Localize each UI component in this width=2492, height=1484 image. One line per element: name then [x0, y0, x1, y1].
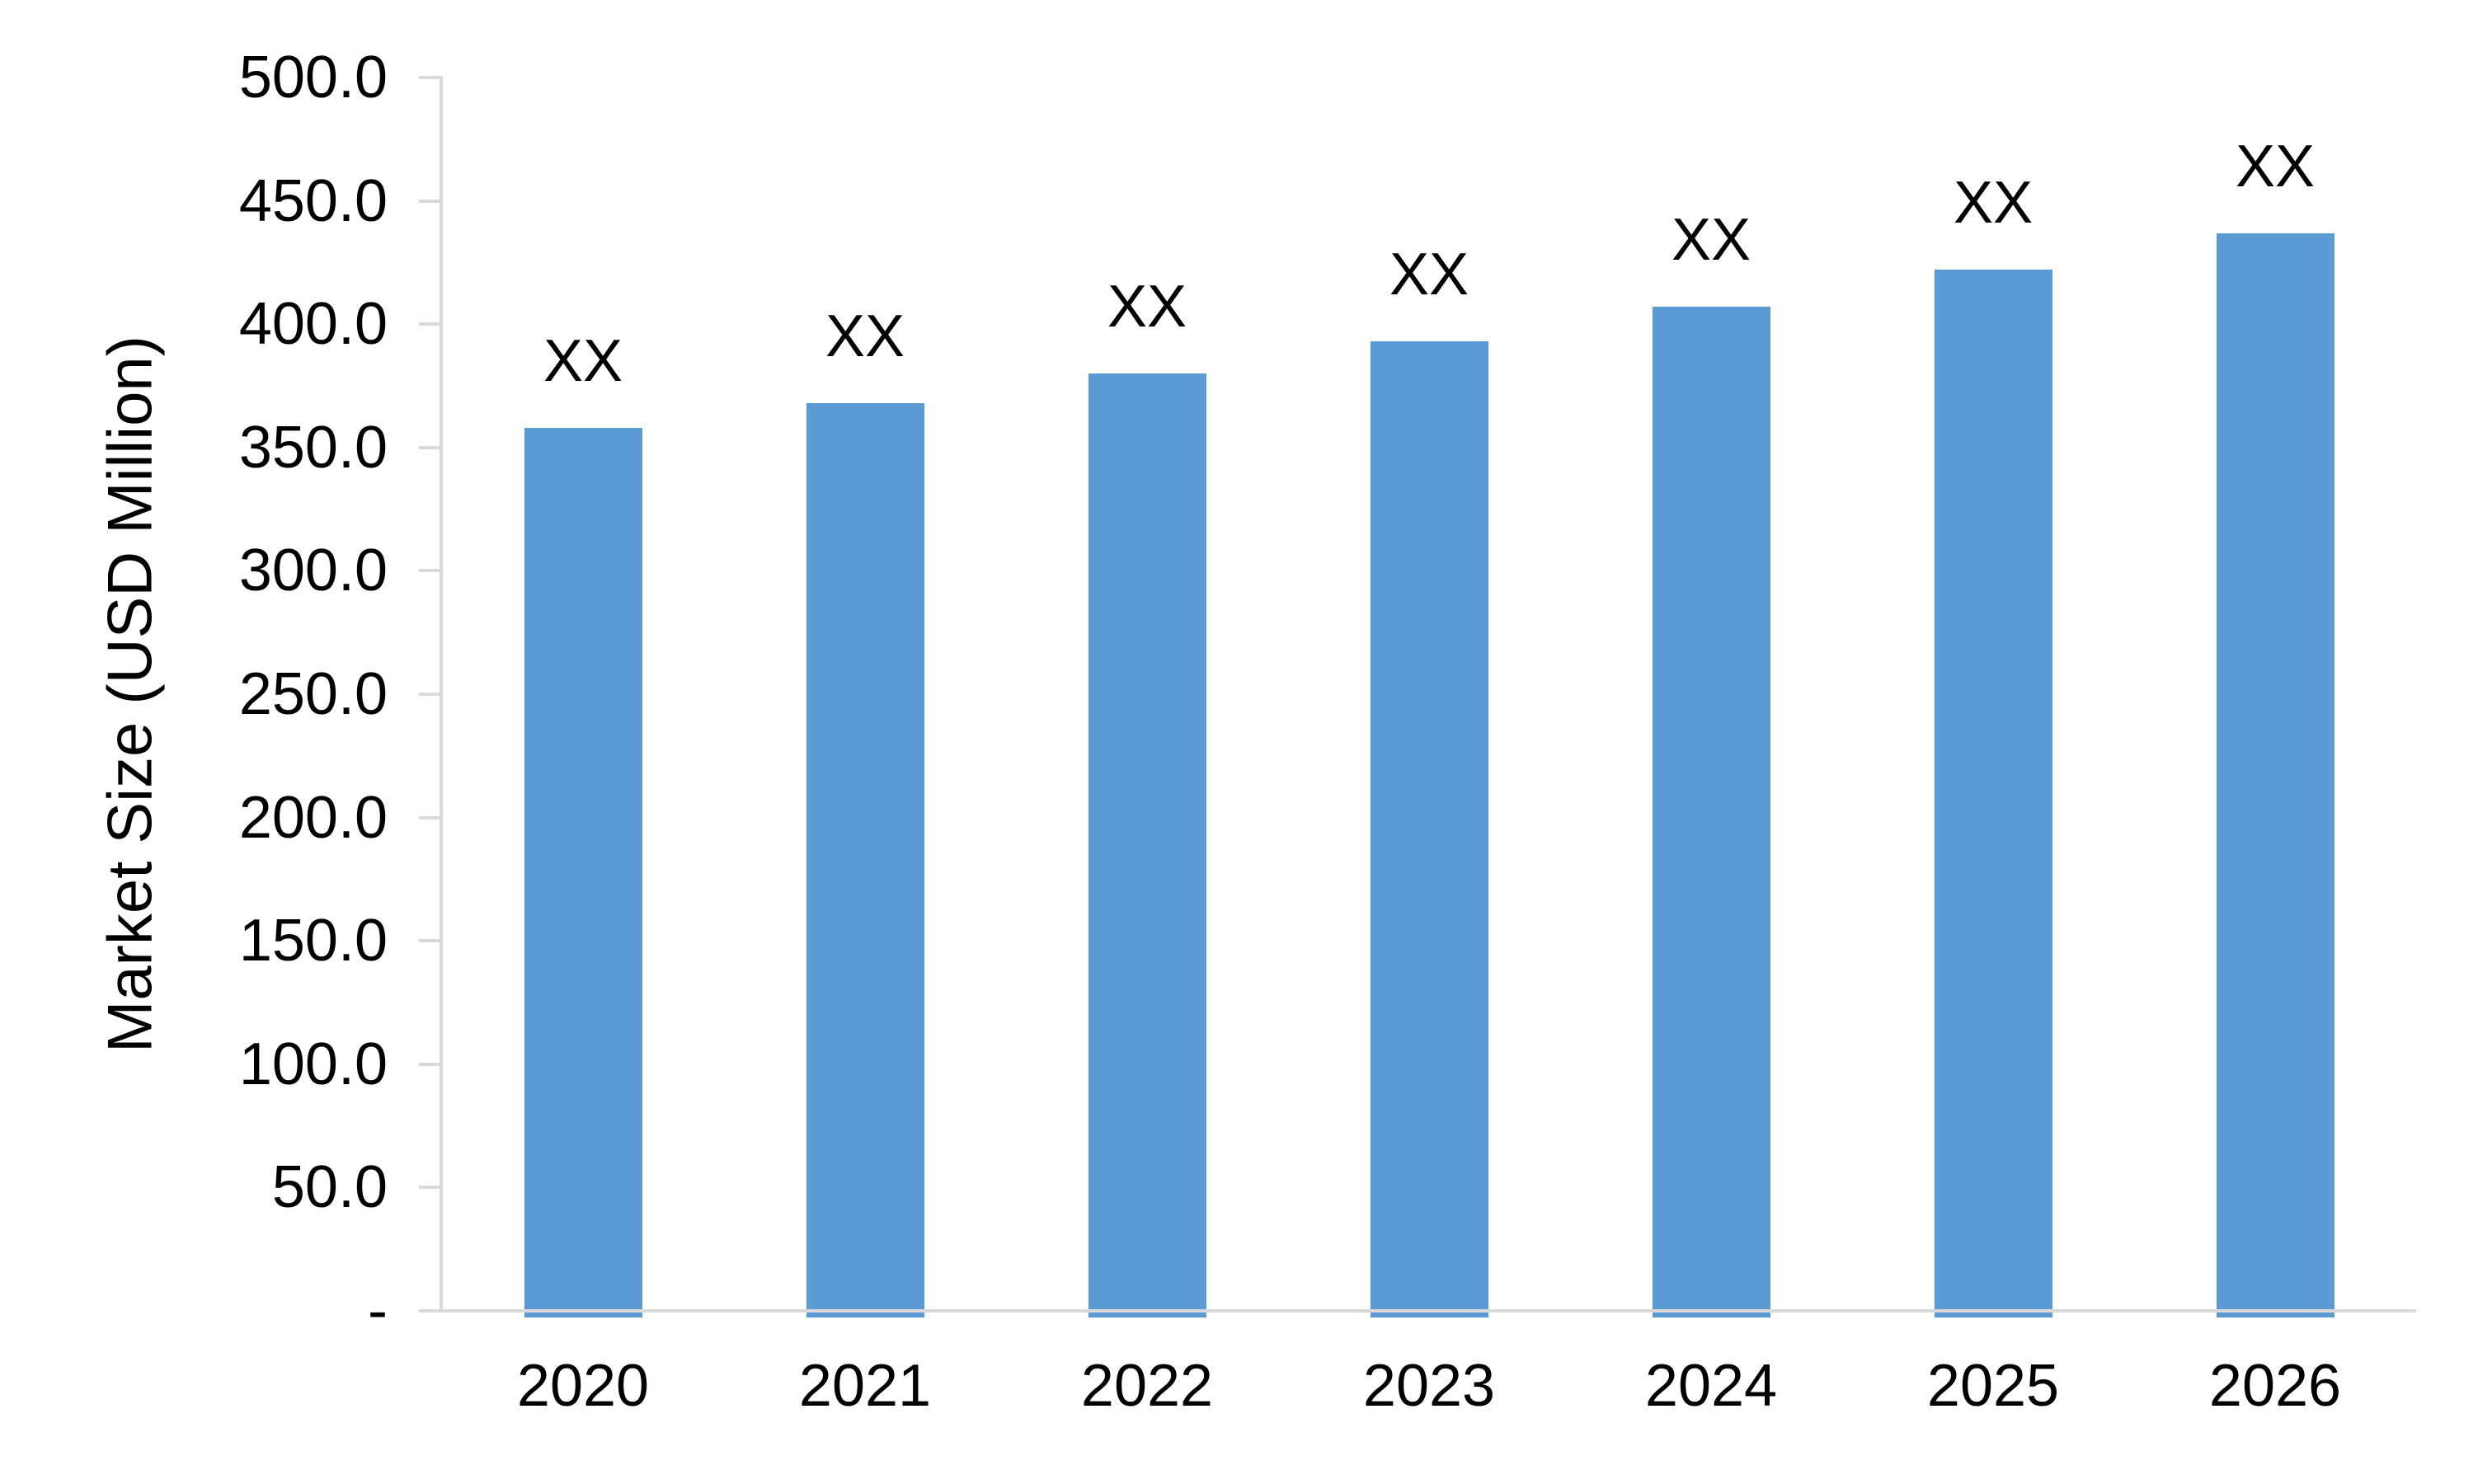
y-tick-mark: [419, 1309, 443, 1313]
x-tick-label-2022: 2022: [1080, 1353, 1214, 1419]
bar-2020[interactable]: [524, 427, 642, 1317]
y-tick-mark: [419, 815, 443, 819]
y-tick-label: 250.0: [238, 661, 388, 727]
y-tick-mark: [419, 693, 443, 696]
y-tick-label: 350.0: [238, 414, 388, 481]
y-tick-label: 450.0: [238, 167, 388, 234]
y-tick-label: 500.0: [238, 45, 388, 110]
y-tick-label: 100.0: [238, 1031, 388, 1097]
y-tick-mark: [419, 1186, 443, 1190]
bar-value-label-2024: XX: [1671, 207, 1751, 274]
bar-value-label-2025: XX: [1953, 170, 2034, 237]
bar-2025[interactable]: [1934, 270, 2052, 1317]
bar-2021[interactable]: [806, 402, 924, 1317]
y-tick-mark: [419, 1062, 443, 1066]
bar-2024[interactable]: [1652, 307, 1770, 1317]
bar-value-label-2023: XX: [1389, 242, 1469, 308]
x-tick-label-2026: 2026: [2208, 1353, 2342, 1419]
bar-2026[interactable]: [2216, 232, 2334, 1317]
y-tick-mark: [419, 199, 443, 203]
y-tick-mark: [419, 939, 443, 943]
x-tick-label-2021: 2021: [798, 1353, 932, 1419]
y-tick-label: 200.0: [238, 784, 388, 851]
x-axis-line: [419, 1309, 2416, 1313]
y-tick-mark: [419, 76, 443, 79]
y-tick-mark: [419, 322, 443, 326]
y-tick-label: 300.0: [238, 538, 388, 604]
x-tick-label-2024: 2024: [1644, 1353, 1778, 1419]
y-tick-mark: [419, 445, 443, 449]
x-tick-label-2023: 2023: [1362, 1353, 1496, 1419]
x-tick-label-2025: 2025: [1926, 1353, 2060, 1419]
y-tick-mark: [419, 569, 443, 573]
bar-2022[interactable]: [1088, 373, 1206, 1317]
plot-area: XX XX XX XX XX XX XX: [442, 77, 2416, 1317]
bar-value-label-2021: XX: [825, 303, 905, 369]
bar-value-label-2022: XX: [1107, 274, 1187, 340]
y-tick-label: 50.0: [271, 1154, 388, 1221]
bar-value-label-2026: XX: [2235, 133, 2316, 200]
bar-2023[interactable]: [1370, 341, 1488, 1317]
y-tick-label: -: [368, 1278, 388, 1344]
y-tick-label: 150.0: [238, 908, 388, 974]
y-tick-label: 400.0: [238, 291, 388, 358]
bar-value-label-2020: XX: [543, 327, 623, 394]
x-tick-label-2020: 2020: [516, 1353, 650, 1419]
